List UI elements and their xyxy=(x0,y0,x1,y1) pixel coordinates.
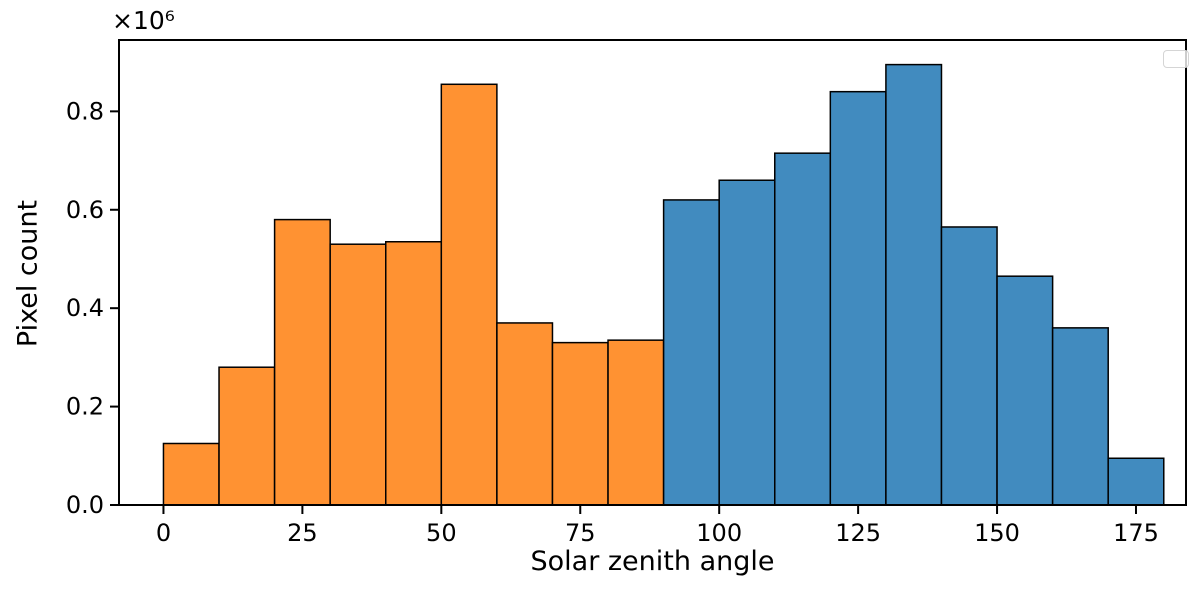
x-tick-label: 125 xyxy=(835,519,881,547)
histogram-bar xyxy=(162,442,220,506)
histogram-bar xyxy=(829,90,887,506)
y-tick-label: 0.8 xyxy=(66,97,104,125)
histogram-bar xyxy=(218,366,276,506)
x-tick-label: 150 xyxy=(974,519,1020,547)
histogram-bar xyxy=(329,243,387,506)
histogram-bar xyxy=(1051,327,1109,506)
histogram-bar xyxy=(1107,457,1165,506)
y-axis-label: Pixel count xyxy=(12,199,44,348)
axes-frame xyxy=(118,39,1187,506)
y-tick-label: 0.6 xyxy=(66,196,104,224)
histogram-bar xyxy=(662,199,720,506)
histogram-bar xyxy=(551,341,609,506)
y-tick-label: 0.4 xyxy=(66,294,104,322)
y-tick-label: 0.0 xyxy=(66,491,104,519)
histogram-bar xyxy=(496,322,554,506)
histogram-bar xyxy=(718,179,776,506)
histogram-bar xyxy=(996,275,1054,506)
x-tick-label: 175 xyxy=(1113,519,1159,547)
histogram-bar xyxy=(940,226,998,506)
x-tick-label: 25 xyxy=(287,519,318,547)
histogram-bar xyxy=(385,241,443,506)
x-tick-label: 75 xyxy=(565,519,596,547)
y-tick-label: 0.2 xyxy=(66,393,104,421)
x-axis-label: Solar zenith angle xyxy=(530,546,775,577)
histogram-bar xyxy=(440,83,498,506)
histogram-bar xyxy=(273,218,331,506)
x-tick-label: 50 xyxy=(426,519,457,547)
histogram-bar xyxy=(885,63,943,506)
legend-box xyxy=(1163,50,1189,68)
y-axis-offset-text: ×10⁶ xyxy=(112,6,175,35)
x-tick-label: 0 xyxy=(156,519,171,547)
histogram-bar xyxy=(774,152,832,506)
histogram-bar xyxy=(607,339,665,506)
x-tick-label: 100 xyxy=(696,519,742,547)
